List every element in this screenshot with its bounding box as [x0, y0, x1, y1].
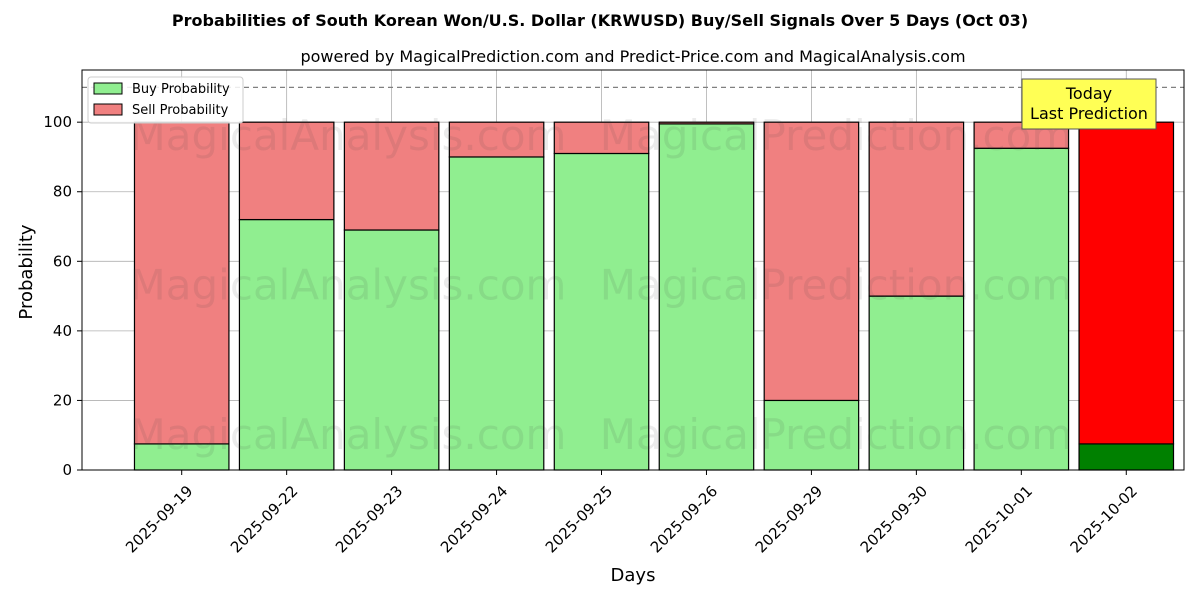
bar-buy-2025-09-23	[343, 229, 440, 471]
x-axis: 2025-09-19 2025-09-22 2025-09-23 2025-09-24…	[122, 470, 1141, 556]
legend-box	[87, 76, 244, 124]
annotation-line: Last Prediction	[1030, 104, 1148, 123]
bar-sell-2025-09-30	[868, 121, 965, 297]
watermark-text: MagicalAnalysis.com	[130, 410, 567, 459]
x-tick-label: 2025-09-19	[122, 482, 196, 556]
annotation-line: Today	[1065, 84, 1112, 103]
chart-subtitle: powered by MagicalPrediction.com and Pre…	[300, 47, 965, 66]
bar-buy-2025-09-30	[868, 295, 965, 471]
bar-sell-2025-09-26	[658, 121, 755, 125]
bar-sell-2025-09-29	[763, 121, 860, 402]
x-tick-label: 2025-09-29	[752, 482, 826, 556]
y-tick-label: 80	[53, 183, 72, 201]
x-tick-label: 2025-09-30	[857, 482, 931, 556]
watermark-text: MagicalAnalysis.com	[130, 261, 567, 310]
x-tick-label: 2025-09-23	[332, 482, 406, 556]
x-tick-label: 2025-09-24	[437, 482, 511, 556]
bar-sell-2025-10-02	[1078, 121, 1175, 445]
y-axis-label: Probability	[16, 224, 37, 319]
y-tick-label: 0	[62, 461, 72, 479]
bar-sell-2025-09-23	[343, 121, 440, 231]
bar-sell-2025-09-25	[553, 121, 650, 155]
x-tick-label: 2025-10-02	[1067, 482, 1141, 556]
y-axis: 0 20 40 60 80 100	[43, 113, 82, 479]
bar-sell-2025-09-24	[448, 121, 545, 158]
bar-buy-2025-10-01	[973, 147, 1070, 471]
x-tick-label: 2025-09-22	[227, 482, 301, 556]
watermark-text: MagicalPrediction.com	[600, 261, 1073, 310]
y-tick-label: 20	[53, 391, 72, 409]
annotation-box	[1021, 78, 1157, 130]
bars	[133, 121, 1175, 471]
watermarks: MagicalAnalysis.com MagicalPrediction.com…	[130, 111, 1073, 459]
legend: Buy Probability Sell Probability	[87, 76, 244, 124]
legend-label: Sell Probability	[132, 103, 229, 118]
x-axis-label: Days	[611, 565, 656, 586]
legend-label: Buy Probability	[132, 82, 230, 97]
x-tick-label: 2025-09-26	[647, 482, 721, 556]
y-tick-label: 60	[53, 252, 72, 270]
legend-swatch	[93, 103, 123, 116]
legend-swatch	[93, 82, 123, 95]
y-tick-label: 100	[43, 113, 72, 131]
chart-title: Probabilities of South Korean Won/U.S. D…	[172, 11, 1028, 30]
y-tick-label: 40	[53, 322, 72, 340]
plot-frame	[81, 69, 1185, 471]
bar-buy-2025-09-29	[763, 399, 860, 471]
watermark-text: MagicalPrediction.com	[600, 410, 1073, 459]
bar-buy-2025-09-26	[658, 123, 755, 471]
watermark-text: MagicalPrediction.com	[600, 111, 1073, 160]
x-tick-label: 2025-09-25	[542, 482, 616, 556]
bar-sell-2025-09-22	[238, 121, 335, 221]
bar-sell-2025-09-19	[133, 121, 230, 445]
bar-buy-2025-09-25	[553, 152, 650, 471]
bar-buy-2025-10-02	[1078, 443, 1175, 471]
bar-buy-2025-09-24	[448, 156, 545, 471]
x-tick-label: 2025-10-01	[962, 482, 1036, 556]
